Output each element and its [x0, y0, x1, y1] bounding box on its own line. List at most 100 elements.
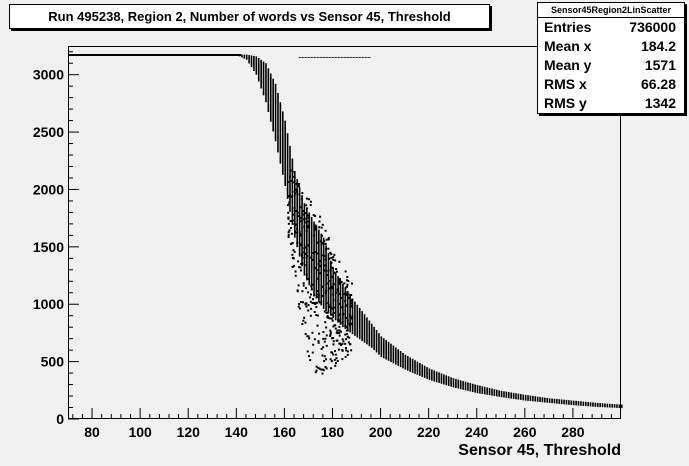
- scatter-band-bin-138: [570, 400, 573, 405]
- scatter-point-194: [287, 222, 290, 225]
- scatter-point-357: [312, 251, 315, 254]
- scatter-point-260: [325, 344, 328, 347]
- scatter-band-bin-26: [301, 195, 303, 267]
- scatter-point-79: [326, 316, 329, 319]
- scatter-point-140: [339, 317, 342, 320]
- scatter-point-113: [337, 314, 340, 317]
- scatter-band-bin-97: [471, 383, 474, 393]
- scatter-point-80: [293, 264, 296, 267]
- x-axis-title: Sensor 45, Threshold: [458, 442, 621, 459]
- scatter-band-bin-3: [245, 54, 248, 60]
- scatter-point-116: [325, 282, 328, 285]
- scatter-band-bin-95: [467, 382, 469, 391]
- scatter-point-139: [323, 355, 326, 358]
- scatter-point-99: [332, 293, 335, 296]
- scatter-point-336: [338, 332, 341, 335]
- scatter-point-243: [347, 341, 350, 344]
- scatter-band-bin-78: [426, 367, 428, 379]
- scatter-point-255: [313, 226, 316, 229]
- scatter-point-138: [319, 272, 322, 275]
- scatter-point-7: [324, 337, 327, 340]
- scatter-point-207: [317, 269, 320, 272]
- scatter-band-bin-59: [380, 336, 383, 358]
- scatter-point-302: [349, 304, 352, 307]
- scatter-band-bin-73: [414, 360, 416, 374]
- scatter-point-92: [305, 264, 308, 267]
- scatter-band-bin-92: [459, 380, 462, 390]
- scatter-point-356: [312, 343, 315, 346]
- scatter-point-413: [305, 229, 308, 232]
- scatter-point-171: [346, 319, 349, 322]
- scatter-band-bin-65: [394, 347, 397, 365]
- scatter-point-417: [342, 340, 345, 343]
- scatter-point-306: [327, 316, 330, 319]
- scatter-band-bin-153: [606, 403, 609, 408]
- scatter-point-65: [329, 251, 332, 254]
- scatter-band-bin-6: [253, 55, 255, 71]
- scatter-point-382: [289, 226, 292, 229]
- scatter-point-100: [324, 321, 327, 324]
- scatter-point-172: [327, 238, 330, 241]
- scatter-point-215: [312, 234, 315, 237]
- scatter-point-67: [323, 340, 326, 343]
- scatter-band-bin-134: [560, 399, 563, 405]
- scatter-point-147: [302, 301, 305, 304]
- scatter-band-bin-129: [548, 398, 551, 403]
- scatter-band-bin-61: [385, 340, 387, 360]
- scatter-point-281: [345, 326, 348, 329]
- scatter-point-106: [289, 219, 292, 222]
- scatter-band-bin-70: [407, 356, 409, 371]
- scatter-point-31: [330, 367, 333, 370]
- scatter-band-bin-122: [532, 395, 534, 402]
- scatter-point-1: [327, 237, 330, 240]
- scatter-band-bin-45: [346, 291, 349, 331]
- scatter-band-bin-30: [310, 217, 313, 291]
- scatter-band-bin-52: [363, 314, 366, 343]
- scatter-point-248: [321, 372, 324, 375]
- scatter-point-273: [300, 197, 303, 200]
- scatter-point-378: [317, 277, 320, 280]
- scatter-point-387: [320, 368, 323, 371]
- scatter-point-290: [319, 259, 322, 262]
- scatter-point-108: [350, 349, 353, 352]
- scatter-point-326: [309, 296, 312, 299]
- scatter-point-376: [297, 211, 300, 214]
- scatter-band-bin-35: [322, 237, 325, 309]
- scatter-point-282: [332, 340, 335, 343]
- scatter-point-97: [295, 231, 298, 234]
- scatter-band-bin-4: [248, 55, 250, 64]
- scatter-band-bin-94: [464, 381, 467, 391]
- scatter-band-bin-148: [594, 402, 597, 407]
- scatter-point-48: [299, 232, 302, 235]
- scatter-point-102: [325, 326, 328, 329]
- scatter-point-214: [339, 313, 342, 316]
- scatter-band-bin-150: [599, 403, 601, 408]
- scatter-point-331: [322, 254, 325, 257]
- scatter-point-253: [308, 198, 311, 201]
- stats-row-rms-y: RMS y 1342: [538, 94, 684, 113]
- scatter-point-280: [299, 266, 302, 269]
- scatter-band-bin-145: [587, 402, 589, 407]
- scatter-point-163: [330, 351, 333, 354]
- scatter-point-205: [310, 256, 313, 259]
- scatter-band-bin-114: [512, 392, 515, 399]
- scatter-band-bin-63: [390, 343, 392, 363]
- scatter-point-60: [325, 248, 328, 251]
- scatter-point-297: [346, 353, 349, 356]
- scatter-band-bin-91: [457, 379, 460, 389]
- scatter-point-59: [338, 260, 341, 263]
- scatter-point-166: [345, 316, 348, 319]
- scatter-point-10: [294, 230, 297, 233]
- scatter-band-bin-156: [613, 404, 616, 408]
- scatter-band-bin-54: [368, 320, 371, 347]
- scatter-point-396: [330, 337, 333, 340]
- scatter-point-333: [344, 324, 347, 327]
- scatter-point-232: [333, 311, 336, 314]
- scatter-point-167: [288, 195, 291, 198]
- scatter-point-13: [346, 283, 349, 286]
- scatter-point-360: [319, 265, 322, 268]
- scatter-point-388: [321, 354, 324, 357]
- scatter-point-115: [306, 226, 309, 229]
- scatter-band-bin-39: [332, 268, 335, 319]
- scatter-band-bin-69: [404, 354, 407, 370]
